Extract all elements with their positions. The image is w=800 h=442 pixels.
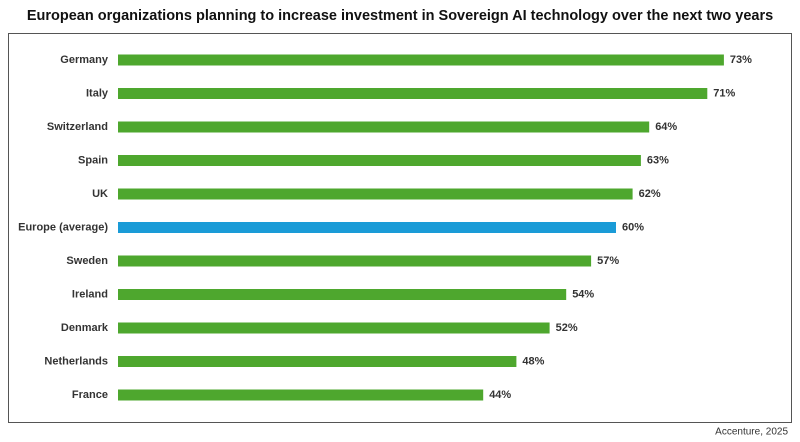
bar [118,222,616,233]
category-label: Italy [86,87,109,99]
value-label: 73% [730,54,752,66]
category-label: France [72,389,108,401]
bar [118,88,708,99]
category-label: Ireland [72,288,108,300]
chart-frame [8,33,792,423]
category-label: Germany [60,54,109,66]
category-label: Switzerland [47,121,108,133]
value-label: 57% [597,255,619,267]
bar [118,255,592,267]
bar [118,289,567,300]
category-label: Denmark [61,322,109,334]
value-label: 63% [647,154,669,166]
bar [118,54,724,66]
value-label: 60% [622,221,644,233]
bar [118,356,517,367]
category-label: Netherlands [44,355,108,367]
chart-title: European organizations planning to incre… [27,8,773,24]
value-label: 44% [489,389,511,401]
bar [118,188,633,200]
value-label: 62% [639,188,661,200]
category-label: Spain [78,154,108,166]
value-label: 54% [572,288,594,300]
bar [118,389,484,401]
category-label: Europe (average) [18,221,108,233]
value-label: 52% [556,322,578,334]
bar [118,155,641,166]
category-label: UK [92,188,108,200]
value-label: 48% [522,355,544,367]
category-label: Sweden [66,255,108,267]
value-label: 64% [655,121,677,133]
bar [118,322,550,334]
bar [118,121,650,133]
source: Accenture, 2025 [715,427,788,438]
value-label: 71% [713,87,735,99]
